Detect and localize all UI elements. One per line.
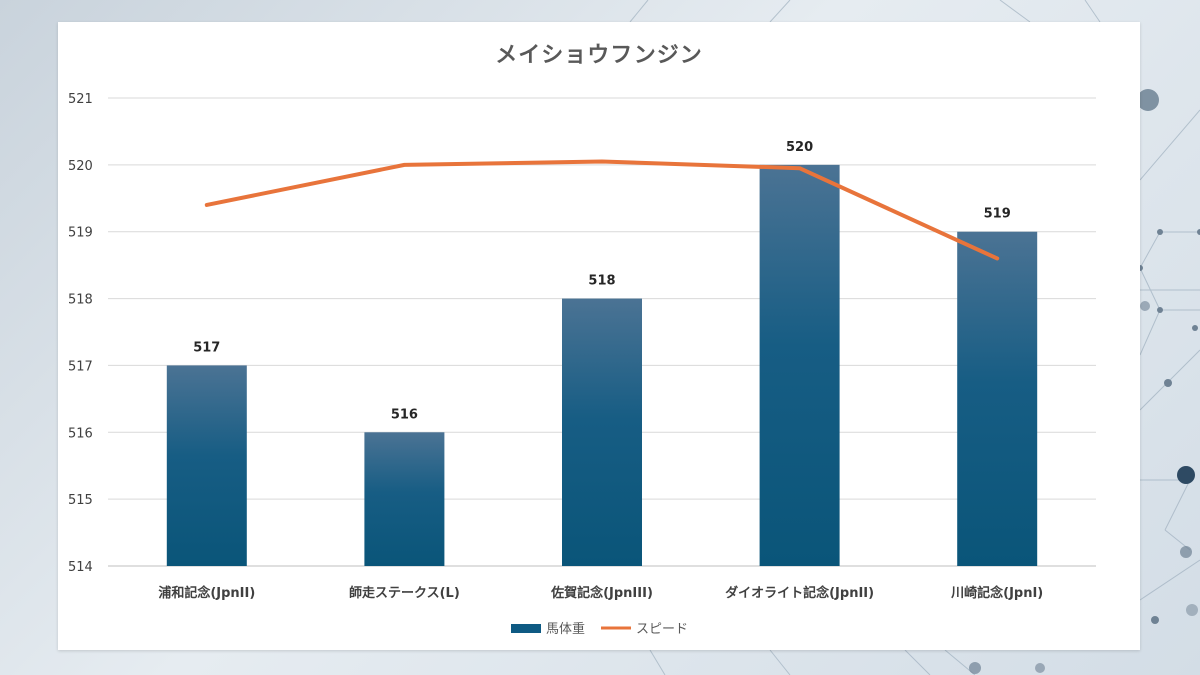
y-tick-label: 518: [68, 293, 93, 308]
bar: [166, 365, 247, 566]
x-category-label: 佐賀記念(JpnIII): [550, 585, 653, 601]
x-axis-categories: 浦和記念(JpnII) 師走ステークス(L) 佐賀記念(JpnIII) ダイオライト記…: [158, 585, 1043, 601]
chart-card: メイショウフンジン 514 515 516 517 518 519 520 521 517 51…: [58, 22, 1140, 650]
x-category-label: 師走ステークス(L): [349, 585, 460, 601]
y-tick-label: 517: [68, 359, 93, 374]
y-tick-label: 520: [68, 159, 93, 174]
bar-data-label: 518: [588, 274, 615, 289]
bar: [562, 298, 642, 566]
legend-bar-label: 馬体重: [546, 621, 585, 637]
y-tick-label: 516: [68, 426, 93, 441]
bar: [957, 231, 1038, 566]
bar-data-label: 516: [391, 407, 418, 422]
legend-bar-swatch: [511, 624, 541, 633]
bar-data-label: 520: [786, 140, 813, 155]
x-category-label: ダイオライト記念(JpnII): [725, 585, 874, 601]
legend-line-label: スピード: [636, 622, 688, 637]
y-axis-ticks: 514 515 516 517 518 519 520 521: [68, 92, 93, 575]
y-tick-label: 521: [68, 92, 93, 107]
line-series: [204, 159, 1000, 261]
bar-data-label: 517: [193, 340, 220, 355]
data-labels: 517 516 518 520 519: [193, 140, 1011, 422]
y-tick-label: 514: [68, 560, 93, 575]
x-category-label: 川崎記念(JpnI): [950, 585, 1043, 601]
speed-line: [204, 159, 1000, 261]
bar: [759, 164, 840, 566]
y-tick-label: 515: [68, 493, 93, 508]
x-category-label: 浦和記念(JpnII): [158, 585, 255, 601]
legend: 馬体重 スピード: [511, 621, 688, 637]
bar-series: [166, 164, 1038, 566]
bar: [364, 432, 445, 566]
chart-title: メイショウフンジン: [495, 43, 702, 68]
bar-data-label: 519: [984, 207, 1011, 222]
y-tick-label: 519: [68, 226, 93, 241]
